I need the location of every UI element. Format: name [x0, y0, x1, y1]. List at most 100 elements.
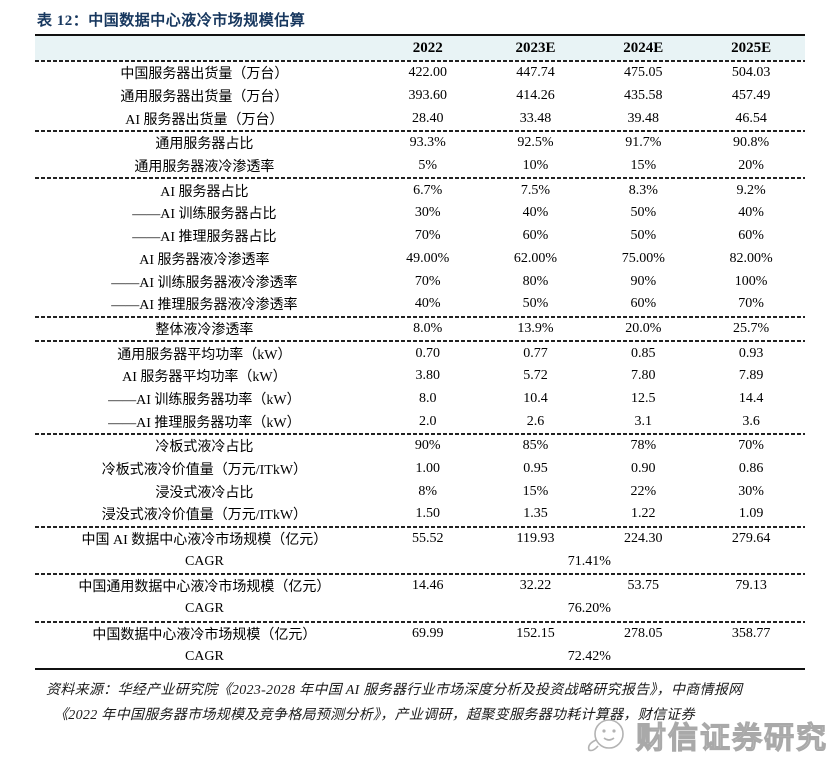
cell-value: 93.3%: [409, 135, 446, 151]
cell-value: 20.0%: [625, 320, 662, 336]
cell-value: 55.52: [411, 531, 444, 547]
cell-value: 25.7%: [733, 320, 770, 336]
cell-value: 279.64: [731, 531, 771, 547]
cell-value: 70%: [414, 228, 441, 244]
cell-value: 32.22: [519, 578, 552, 594]
table-row: ——AI 训练服务器功率（kW） 8.0 10.4 12.5 14.4: [35, 388, 805, 411]
row-label: 通用服务器出货量（万台）: [120, 90, 289, 106]
table-row: 通用服务器液冷渗透率 5% 10% 15% 20%: [35, 155, 805, 178]
report-page: 表 12：中国数据中心液冷市场规模估算 2022 2023E 2024E 2025E …: [0, 9, 840, 767]
table-row: 浸没式液冷价值量（万元/ITkW） 1.50 1.35 1.22 1.09: [35, 503, 805, 526]
row-label: 浸没式液冷占比: [155, 485, 254, 501]
row-label: 冷板式液冷占比: [155, 440, 254, 456]
cell-value: 79.13: [735, 578, 767, 594]
section-separator: [35, 433, 805, 435]
cell-value: 20%: [738, 158, 764, 174]
cell-value: 50%: [522, 296, 549, 312]
cell-value: 0.95: [523, 461, 548, 477]
section-separator: [35, 177, 805, 180]
cagr-span-value: 72.42%: [567, 648, 611, 664]
section-separator: [35, 573, 805, 576]
cell-value: 70%: [738, 296, 764, 312]
table-row: 整体液冷渗透率 8.0% 13.9% 20.0% 25.7%: [35, 318, 805, 341]
cell-value: 60%: [738, 228, 764, 244]
cell-value: 85%: [522, 438, 549, 454]
source-line-2: 《2022 年中国服务器市场规模及竞争格局预测分析》，产业调研，超聚变服务器功耗…: [54, 708, 695, 724]
cell-value: 8.0%: [413, 320, 443, 336]
cell-value: 70%: [738, 438, 764, 454]
cell-value: 7.89: [738, 368, 764, 384]
cell-value: 15%: [630, 158, 657, 174]
cell-value: 414.26: [516, 88, 555, 104]
cell-value: 1.50: [415, 506, 440, 522]
table-row: CAGR 76.20%: [35, 598, 805, 621]
table-header-row: 2022 2023E 2024E 2025E: [35, 36, 805, 60]
header-year-cell: 2022: [412, 39, 443, 56]
cell-value: 30%: [414, 205, 441, 221]
header-year-cell: 2024E: [623, 39, 664, 56]
row-label: 通用服务器液冷渗透率: [134, 160, 275, 176]
cell-value: 13.9%: [517, 320, 554, 336]
cell-value: 224.30: [624, 531, 663, 547]
cell-value: 2.0: [418, 413, 437, 429]
cell-value: 14.46: [411, 578, 444, 594]
row-label: AI 服务器平均功率（kW）: [122, 370, 287, 386]
cell-value: 447.74: [516, 65, 555, 81]
cell-value: 8.3%: [628, 182, 658, 198]
table-row: 通用服务器平均功率（kW） 0.70 0.77 0.85 0.93: [35, 342, 805, 365]
cagr-span-value: 71.41%: [567, 553, 611, 569]
table-row: ——AI 推理服务器液冷渗透率 40% 50% 60% 70%: [35, 293, 805, 316]
cell-value: 91.7%: [625, 135, 662, 151]
cell-value: 5.72: [523, 368, 548, 384]
cell-value: 8%: [418, 483, 438, 499]
cell-value: 82.00%: [729, 250, 773, 266]
table-body: 中国服务器出货量（万台） 422.00 447.74 475.05 504.03 通用服务…: [35, 60, 805, 668]
data-table: 2022 2023E 2024E 2025E 中国服务器出货量（万台） 422.00 44…: [35, 34, 805, 671]
row-label: 浸没式液冷价值量（万元/ITkW）: [101, 508, 308, 524]
cell-value: 10%: [522, 158, 549, 174]
row-label: AI 服务器占比: [160, 184, 249, 200]
cell-value: 3.80: [415, 368, 440, 384]
table-row: ——AI 训练服务器液冷渗透率 70% 80% 90% 100%: [35, 270, 805, 293]
cell-value: 60%: [522, 228, 549, 244]
row-label: CAGR: [184, 648, 224, 664]
header-year-cell: 2023E: [515, 39, 556, 56]
cell-value: 7.80: [631, 368, 656, 384]
cell-value: 393.60: [408, 88, 447, 104]
row-label: CAGR: [184, 601, 224, 617]
section-separator: [35, 620, 805, 623]
section-separator: [35, 130, 805, 133]
cell-value: 39.48: [627, 110, 660, 126]
cell-value: 15%: [522, 483, 549, 499]
cell-value: 3.1: [634, 413, 653, 429]
cell-value: 7.5%: [520, 182, 551, 198]
cell-value: 435.58: [624, 88, 663, 104]
cell-value: 0.70: [415, 345, 440, 361]
cell-value: 60%: [630, 296, 657, 312]
table-row: 冷板式液冷占比 90% 85% 78% 70%: [35, 435, 805, 458]
table-row: AI 服务器液冷渗透率 49.00% 62.00% 75.00% 82.00%: [35, 248, 805, 271]
row-label: CAGR: [184, 553, 224, 569]
table-row: 中国数据中心液冷市场规模（亿元） 69.99 152.15 278.05 358.77: [35, 623, 805, 646]
cell-value: 30%: [738, 483, 764, 499]
cell-value: 3.6: [742, 413, 760, 429]
cell-value: 40%: [414, 296, 441, 312]
row-label: ——AI 推理服务器占比: [132, 230, 277, 246]
cell-value: 22%: [630, 483, 657, 499]
cell-value: 8.0: [418, 390, 437, 406]
row-label: 整体液冷渗透率: [155, 322, 254, 338]
table-row: 通用服务器出货量（万台） 393.60 414.26 435.58 457.49: [35, 85, 805, 108]
cell-value: 12.5: [631, 390, 656, 406]
cell-value: 10.4: [523, 390, 548, 406]
cagr-span-value: 76.20%: [567, 601, 611, 617]
cell-value: 358.77: [731, 625, 771, 641]
row-label: ——AI 训练服务器占比: [132, 207, 277, 223]
cell-value: 0.90: [631, 461, 656, 477]
cell-value: 278.05: [624, 625, 663, 641]
table-row: AI 服务器占比 6.7% 7.5% 8.3% 9.2%: [35, 179, 805, 202]
cell-value: 90.8%: [733, 135, 770, 151]
cell-value: 92.5%: [517, 135, 554, 151]
row-label: 中国 AI 数据中心液冷市场规模（亿元）: [81, 533, 328, 549]
cell-value: 1.09: [738, 506, 764, 522]
cell-value: 49.00%: [406, 250, 450, 266]
